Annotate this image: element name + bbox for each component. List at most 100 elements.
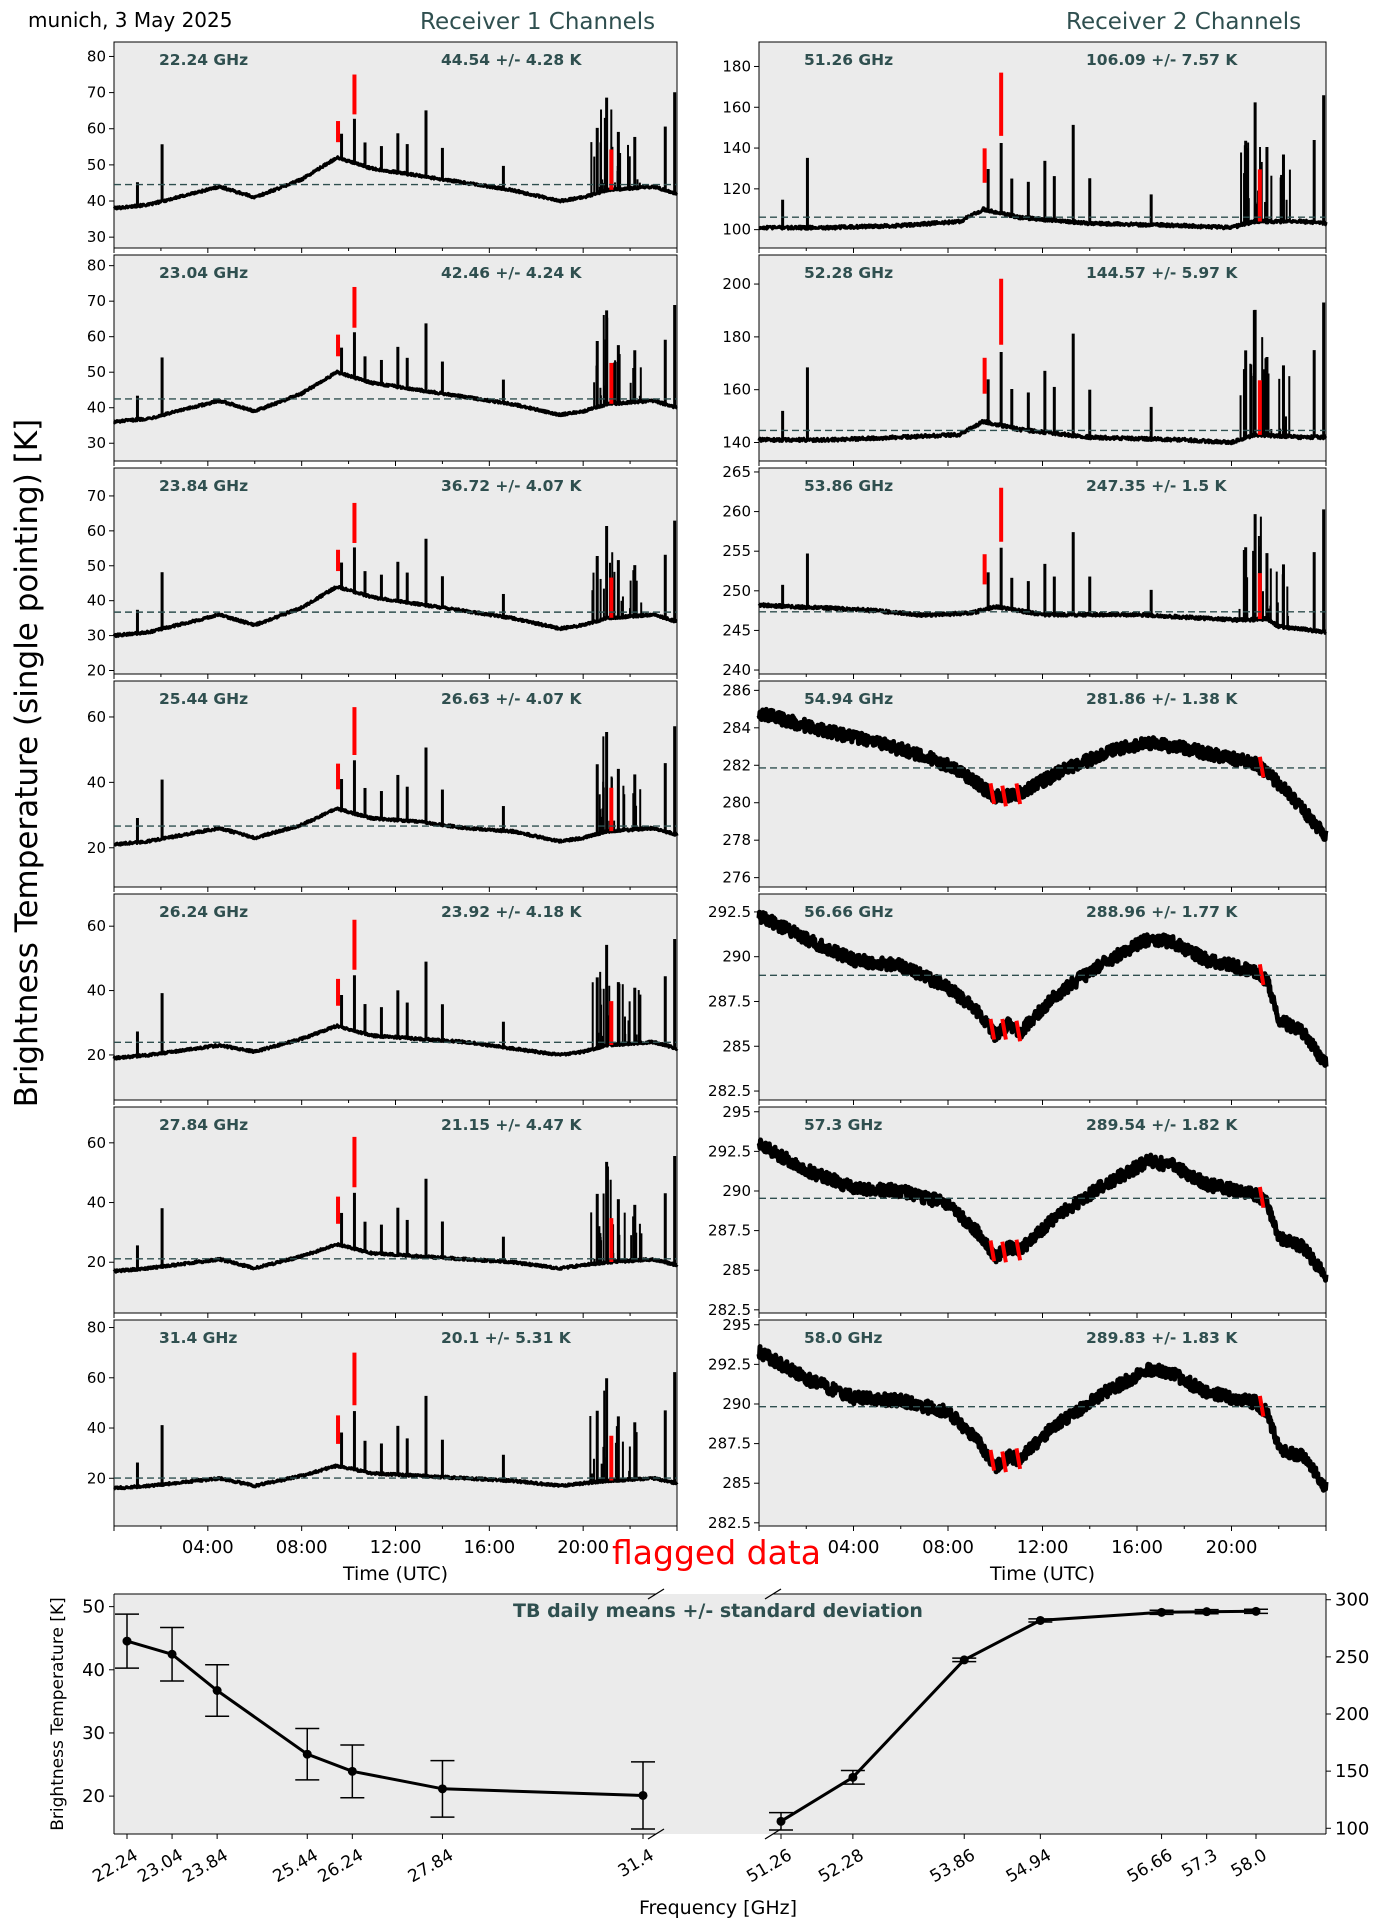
panel-frame: [113, 41, 678, 249]
x-tick-label: 22.24: [89, 1845, 141, 1887]
x-tick-label: 51.26: [743, 1845, 795, 1887]
y-tick-label: 282.5: [708, 1514, 751, 1532]
data-point: [122, 1636, 132, 1646]
flagged-segment: [1257, 1186, 1266, 1208]
channel-panel-receiver2-3: 240 245 250 255 260 265 53.86 GHz 247.35 +/- 1.…: [722, 463, 1327, 679]
data-point: [1157, 1607, 1167, 1617]
x-tick-label: 04:00: [828, 1537, 880, 1558]
flagged-segment: [1257, 1395, 1266, 1417]
series-line: [112, 1242, 679, 1274]
y-tick-label: 50: [87, 557, 106, 575]
panel-frame: [758, 1319, 1327, 1527]
y-tick-label: 100: [1335, 1818, 1369, 1839]
y-tick-label: 276: [722, 869, 751, 887]
y-tick-label: 285: [722, 1037, 751, 1055]
channel-panel-receiver2-6: 282.5 285 287.5 290 292.5 295 57.3 GHz 289.54 +…: [708, 1103, 1329, 1319]
y-tick-label: 60: [87, 917, 106, 935]
series-line: [112, 1023, 679, 1061]
y-tick-label: 40: [87, 592, 106, 610]
flagged-segment: [988, 1240, 997, 1262]
panel-frame: [113, 467, 678, 675]
freq-label: 26.24 GHz: [159, 903, 248, 921]
flagged-segment: [988, 782, 997, 805]
series-line: [756, 706, 1329, 842]
series-line: [113, 806, 679, 847]
freq-label: 27.84 GHz: [159, 1116, 248, 1134]
data-point: [1251, 1606, 1261, 1616]
panel-frame: [113, 1319, 678, 1527]
receiver2-title: Receiver 2 Channels: [1066, 9, 1302, 35]
series-line: [112, 155, 679, 211]
x-tick-label: 23.84: [179, 1845, 231, 1887]
panel-frame: [758, 467, 1327, 675]
freq-label: 51.26 GHz: [804, 51, 893, 69]
data-point: [347, 1766, 357, 1776]
y-tick-label: 20: [87, 839, 106, 857]
x-tick-label: 04:00: [182, 1537, 234, 1558]
y-tick-label: 278: [722, 831, 751, 849]
x-tick-label: 54.94: [1003, 1845, 1055, 1887]
y-tick-label: 40: [87, 773, 106, 791]
y-tick-label: 20: [87, 1469, 106, 1487]
freq-label: 52.28 GHz: [804, 264, 893, 282]
y-tick-label: 245: [722, 621, 751, 639]
stats-label: 281.86 +/- 1.38 K: [1086, 690, 1238, 708]
x-tick-label: 25.44: [270, 1845, 322, 1887]
y-tick-label: 285: [722, 1474, 751, 1492]
data-point: [167, 1649, 177, 1659]
stats-label: 23.92 +/- 4.18 K: [441, 903, 583, 921]
data-point: [302, 1749, 312, 1759]
y-tick-label: 120: [722, 180, 751, 198]
y-tick-label: 30: [87, 627, 106, 645]
x-tick-label: 08:00: [922, 1537, 974, 1558]
flagged-segment: [1000, 1241, 1008, 1263]
data-point: [1035, 1615, 1045, 1625]
freq-label: 53.86 GHz: [804, 477, 893, 495]
y-tick-label: 70: [87, 292, 106, 310]
y-tick-label: 295: [722, 1103, 751, 1121]
y-tick-label: 240: [722, 661, 751, 679]
flagged-segment: [1014, 1239, 1023, 1261]
x-tick-label: 23.04: [134, 1845, 186, 1887]
series-line: [756, 909, 1329, 1068]
y-tick-label: 20: [87, 1046, 106, 1064]
channel-panel-receiver2-2: 140 160 180 200 52.28 GHz 144.57 +/- 5.97 K: [722, 254, 1327, 466]
y-tick-label: 284: [722, 719, 751, 737]
stats-label: 288.96 +/- 1.77 K: [1086, 903, 1238, 921]
y-tick-label: 292.5: [708, 1355, 751, 1373]
y-tick-label: 250: [1335, 1647, 1369, 1668]
series-line: [756, 1344, 1329, 1493]
freq-label: 23.84 GHz: [159, 477, 248, 495]
x-tick-label: 27.84: [405, 1845, 457, 1887]
data-point: [848, 1772, 858, 1782]
y-tick-label: 250: [722, 582, 751, 600]
y-tick-label: 60: [87, 1134, 106, 1152]
y-tick-label: 290: [722, 1182, 751, 1200]
y-tick-label: 70: [87, 84, 106, 102]
x-tick-label: 12:00: [1017, 1537, 1069, 1558]
y-tick-label: 140: [722, 434, 751, 452]
panel-frame: [758, 1106, 1327, 1314]
y-tick-label: 287.5: [708, 992, 751, 1010]
freq-label: 58.0 GHz: [804, 1329, 882, 1347]
series-line: [113, 1463, 679, 1491]
y-tick-label: 285: [722, 1261, 751, 1279]
summary-panel: [114, 1594, 1326, 1834]
x-tick-label: 56.66: [1124, 1845, 1176, 1887]
y-tick-label: 20: [82, 1786, 105, 1807]
panel-frame: [758, 893, 1327, 1101]
y-tick-label: 200: [1335, 1704, 1369, 1725]
flagged-segment: [988, 1018, 997, 1040]
stats-label: 21.15 +/- 4.47 K: [441, 1116, 583, 1134]
y-tick-label: 255: [722, 542, 751, 560]
axis-break-mark: [764, 1588, 782, 1600]
flagged-data-label: flagged data: [612, 1533, 821, 1572]
y-tick-label: 150: [1335, 1761, 1369, 1782]
flagged-segment: [1000, 785, 1008, 807]
stats-label: 289.83 +/- 1.83 K: [1086, 1329, 1238, 1347]
x-axis-label: Time (UTC): [989, 1563, 1095, 1585]
flagged-segment: [1000, 1018, 1008, 1040]
stats-label: 106.09 +/- 7.57 K: [1086, 51, 1238, 69]
y-tick-label: 80: [87, 1319, 106, 1337]
y-tick-label: 40: [87, 399, 106, 417]
